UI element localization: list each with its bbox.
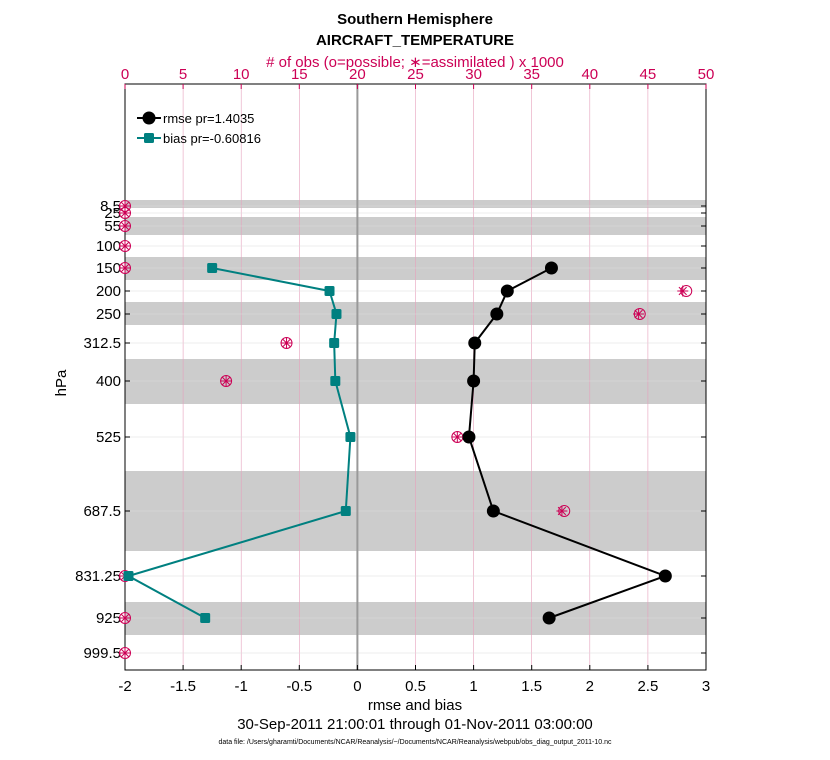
x-tick-label: 0.5: [405, 678, 426, 695]
rmse-point: [486, 504, 500, 518]
y-axis-label: hPa: [53, 369, 70, 396]
obs-assimilated-marker: [119, 262, 131, 274]
data-file-footer: data file: /Users/gharamti/Documents/NCA…: [218, 739, 612, 746]
obs-assimilated-marker: [119, 647, 131, 659]
x-tick-label: 2.5: [637, 678, 658, 695]
top-tick-label: 15: [291, 66, 308, 83]
obs-assimilated-marker: [119, 240, 131, 252]
x-tick-label: 0: [353, 678, 361, 695]
y-tick-label: 200: [96, 283, 121, 300]
obs-assimilated-marker: [119, 220, 131, 232]
y-tick-label: 25: [104, 205, 121, 222]
y-tick-label: 999.5: [83, 645, 121, 662]
bias-point: [123, 571, 134, 581]
bias-point: [345, 432, 356, 442]
obs-assimilated-marker: [556, 505, 568, 517]
rmse-point: [462, 430, 476, 444]
obs-markers: [119, 200, 693, 659]
bias-point: [331, 309, 342, 319]
y-tick-label: 250: [96, 306, 121, 323]
x-tick-label: 1.5: [521, 678, 542, 695]
x-tick-label: 1: [469, 678, 477, 695]
x-tick-label: 2: [586, 678, 594, 695]
top-tick-label: 30: [465, 66, 482, 83]
legend-label: rmse pr=1.4035: [163, 111, 254, 126]
rmse-point: [658, 569, 672, 583]
date-range: 30-Sep-2011 21:00:01 through 01-Nov-2011…: [237, 716, 593, 733]
y-tick-label: 687.5: [83, 503, 121, 520]
y-tick-label: 8.5: [100, 198, 121, 215]
obs-assimilated-marker: [633, 308, 645, 320]
bias-point: [329, 338, 340, 348]
y-tick-label: 312.5: [83, 335, 121, 352]
rmse-point: [468, 336, 482, 350]
top-tick-label: 45: [640, 66, 657, 83]
obs-assimilated-marker: [119, 612, 131, 624]
bias-point: [200, 613, 211, 623]
data-series: [123, 261, 672, 625]
y-tick-label: 925: [96, 610, 121, 627]
bias-point: [330, 376, 341, 386]
rmse-point: [542, 611, 556, 625]
top-tick-label: 40: [581, 66, 598, 83]
y-tick-label: 100: [96, 238, 121, 255]
obs-assimilated-marker: [677, 285, 689, 297]
x-tick-label: -1.5: [170, 678, 196, 695]
rmse-point: [490, 307, 504, 321]
axis-ticks: 0 5 10 15 20 25 30 35 40 45 50 -2 -1.5 -1 -0.5 0 0.5 1 1.5…: [75, 66, 714, 695]
y-tick-label: 55: [104, 218, 121, 235]
top-tick-label: 20: [349, 66, 366, 83]
rmse-point: [500, 284, 514, 298]
legend-marker: [142, 111, 156, 125]
top-tick-label: 0: [121, 66, 129, 83]
top-axis-label: # of obs (o=possible; ∗=assimilated ) x …: [266, 54, 564, 71]
bias-point: [324, 286, 335, 296]
obs-assimilated-marker: [220, 375, 232, 387]
x-tick-label: -1: [235, 678, 248, 695]
y-tick-label: 400: [96, 373, 121, 390]
obs-assimilated-marker: [119, 207, 131, 219]
top-tick-label: 10: [233, 66, 250, 83]
chart-title: Southern Hemisphere: [337, 11, 493, 28]
legend-marker: [144, 133, 154, 143]
bias-point: [340, 506, 351, 516]
legend-label: bias pr=-0.60816: [163, 131, 261, 146]
top-tick-label: 5: [179, 66, 187, 83]
top-tick-label: 50: [698, 66, 715, 83]
x-tick-label: -0.5: [286, 678, 312, 695]
obs-assimilated-marker: [281, 337, 293, 349]
legend: rmse pr=1.4035 bias pr=-0.60816: [137, 111, 261, 146]
rmse-point: [544, 261, 558, 275]
y-tick-label: 525: [96, 429, 121, 446]
top-tick-label: 25: [407, 66, 424, 83]
y-tick-label: 150: [96, 260, 121, 277]
obs-assimilated-marker: [451, 431, 463, 443]
y-tick-label: 831.25: [75, 568, 121, 585]
chart-subtitle: AIRCRAFT_TEMPERATURE: [316, 32, 514, 49]
rmse-point: [467, 374, 481, 388]
x-tick-label: -2: [118, 678, 131, 695]
top-tick-label: 35: [523, 66, 540, 83]
bias-point: [207, 263, 218, 273]
x-tick-label: 3: [702, 678, 710, 695]
x-axis-label: rmse and bias: [368, 697, 462, 714]
